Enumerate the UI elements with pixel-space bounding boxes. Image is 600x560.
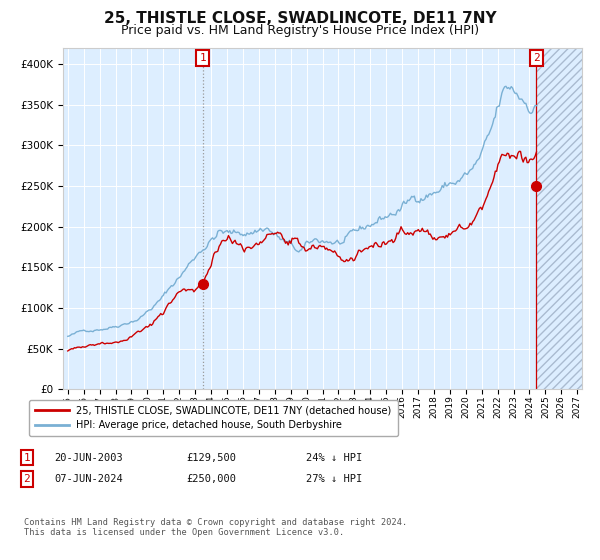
Text: 25, THISTLE CLOSE, SWADLINCOTE, DE11 7NY: 25, THISTLE CLOSE, SWADLINCOTE, DE11 7NY [104, 11, 496, 26]
Legend: 25, THISTLE CLOSE, SWADLINCOTE, DE11 7NY (detached house), HPI: Average price, d: 25, THISTLE CLOSE, SWADLINCOTE, DE11 7NY… [29, 400, 398, 436]
Text: 1: 1 [199, 53, 206, 63]
Text: Contains HM Land Registry data © Crown copyright and database right 2024.
This d: Contains HM Land Registry data © Crown c… [24, 518, 407, 538]
Text: 27% ↓ HPI: 27% ↓ HPI [306, 474, 362, 484]
Text: 1: 1 [23, 452, 31, 463]
Text: 20-JUN-2003: 20-JUN-2003 [54, 452, 123, 463]
Text: 24% ↓ HPI: 24% ↓ HPI [306, 452, 362, 463]
Text: 2: 2 [23, 474, 31, 484]
Text: Price paid vs. HM Land Registry's House Price Index (HPI): Price paid vs. HM Land Registry's House … [121, 24, 479, 37]
Text: £250,000: £250,000 [186, 474, 236, 484]
Text: £129,500: £129,500 [186, 452, 236, 463]
Text: 2: 2 [533, 53, 540, 63]
Text: 07-JUN-2024: 07-JUN-2024 [54, 474, 123, 484]
Bar [536, 48, 582, 389]
